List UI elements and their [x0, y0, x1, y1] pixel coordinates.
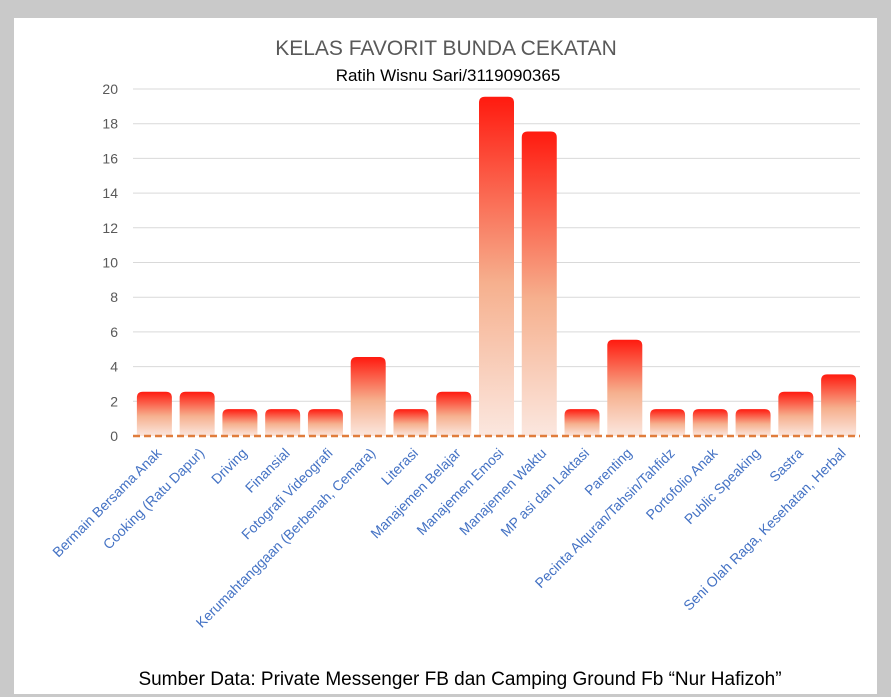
bar-bermain-bersama-anak	[136, 391, 172, 436]
y-tick-label: 14	[102, 185, 118, 201]
x-tick-label: Driving	[208, 445, 250, 487]
bar-finansial	[265, 409, 301, 436]
bar-portofolio-anak	[692, 409, 728, 436]
bar-mp-asi-dan-laktasi	[564, 409, 600, 436]
y-tick-label: 16	[102, 150, 118, 166]
y-tick-label: 6	[110, 324, 118, 340]
y-tick-label: 2	[110, 393, 118, 409]
bar-manajemen-belajar	[436, 391, 472, 436]
bar-kerumahtanggaan-berbenah-cemara	[350, 357, 386, 436]
y-tick-label: 18	[102, 116, 118, 132]
x-tick-label: Sastra	[766, 445, 806, 485]
bar-cooking-ratu-dapur	[179, 391, 215, 436]
y-tick-label: 4	[110, 359, 118, 375]
y-tick-label: 10	[102, 255, 118, 271]
bar-parenting	[607, 339, 643, 436]
bar-driving	[222, 409, 258, 436]
chart-subtitle: Ratih Wisnu Sari/3119090365	[336, 66, 561, 85]
chart-title: KELAS FAVORIT BUNDA CEKATAN	[275, 37, 617, 60]
y-tick-label: 0	[110, 428, 118, 444]
bar-sastra	[778, 391, 814, 436]
y-tick-label: 20	[102, 81, 118, 97]
y-tick-label: 12	[102, 220, 118, 236]
chart-panel	[14, 18, 877, 694]
x-tick-label: Public Speaking	[681, 445, 763, 527]
bar-fotografi-videografi	[307, 409, 343, 436]
y-tick-label: 8	[110, 289, 118, 305]
bar-manajemen-waktu	[521, 131, 557, 436]
bar-manajemen-emosi	[479, 96, 514, 437]
bar-seni-olah-raga-kesehatan-herbal	[821, 374, 857, 436]
source-note: Sumber Data: Private Messenger FB dan Ca…	[138, 669, 781, 690]
bar-pecinta-alquran-tahsin-tahfidz	[650, 409, 686, 436]
bar-public-speaking	[735, 409, 771, 436]
bar-literasi	[393, 409, 429, 436]
